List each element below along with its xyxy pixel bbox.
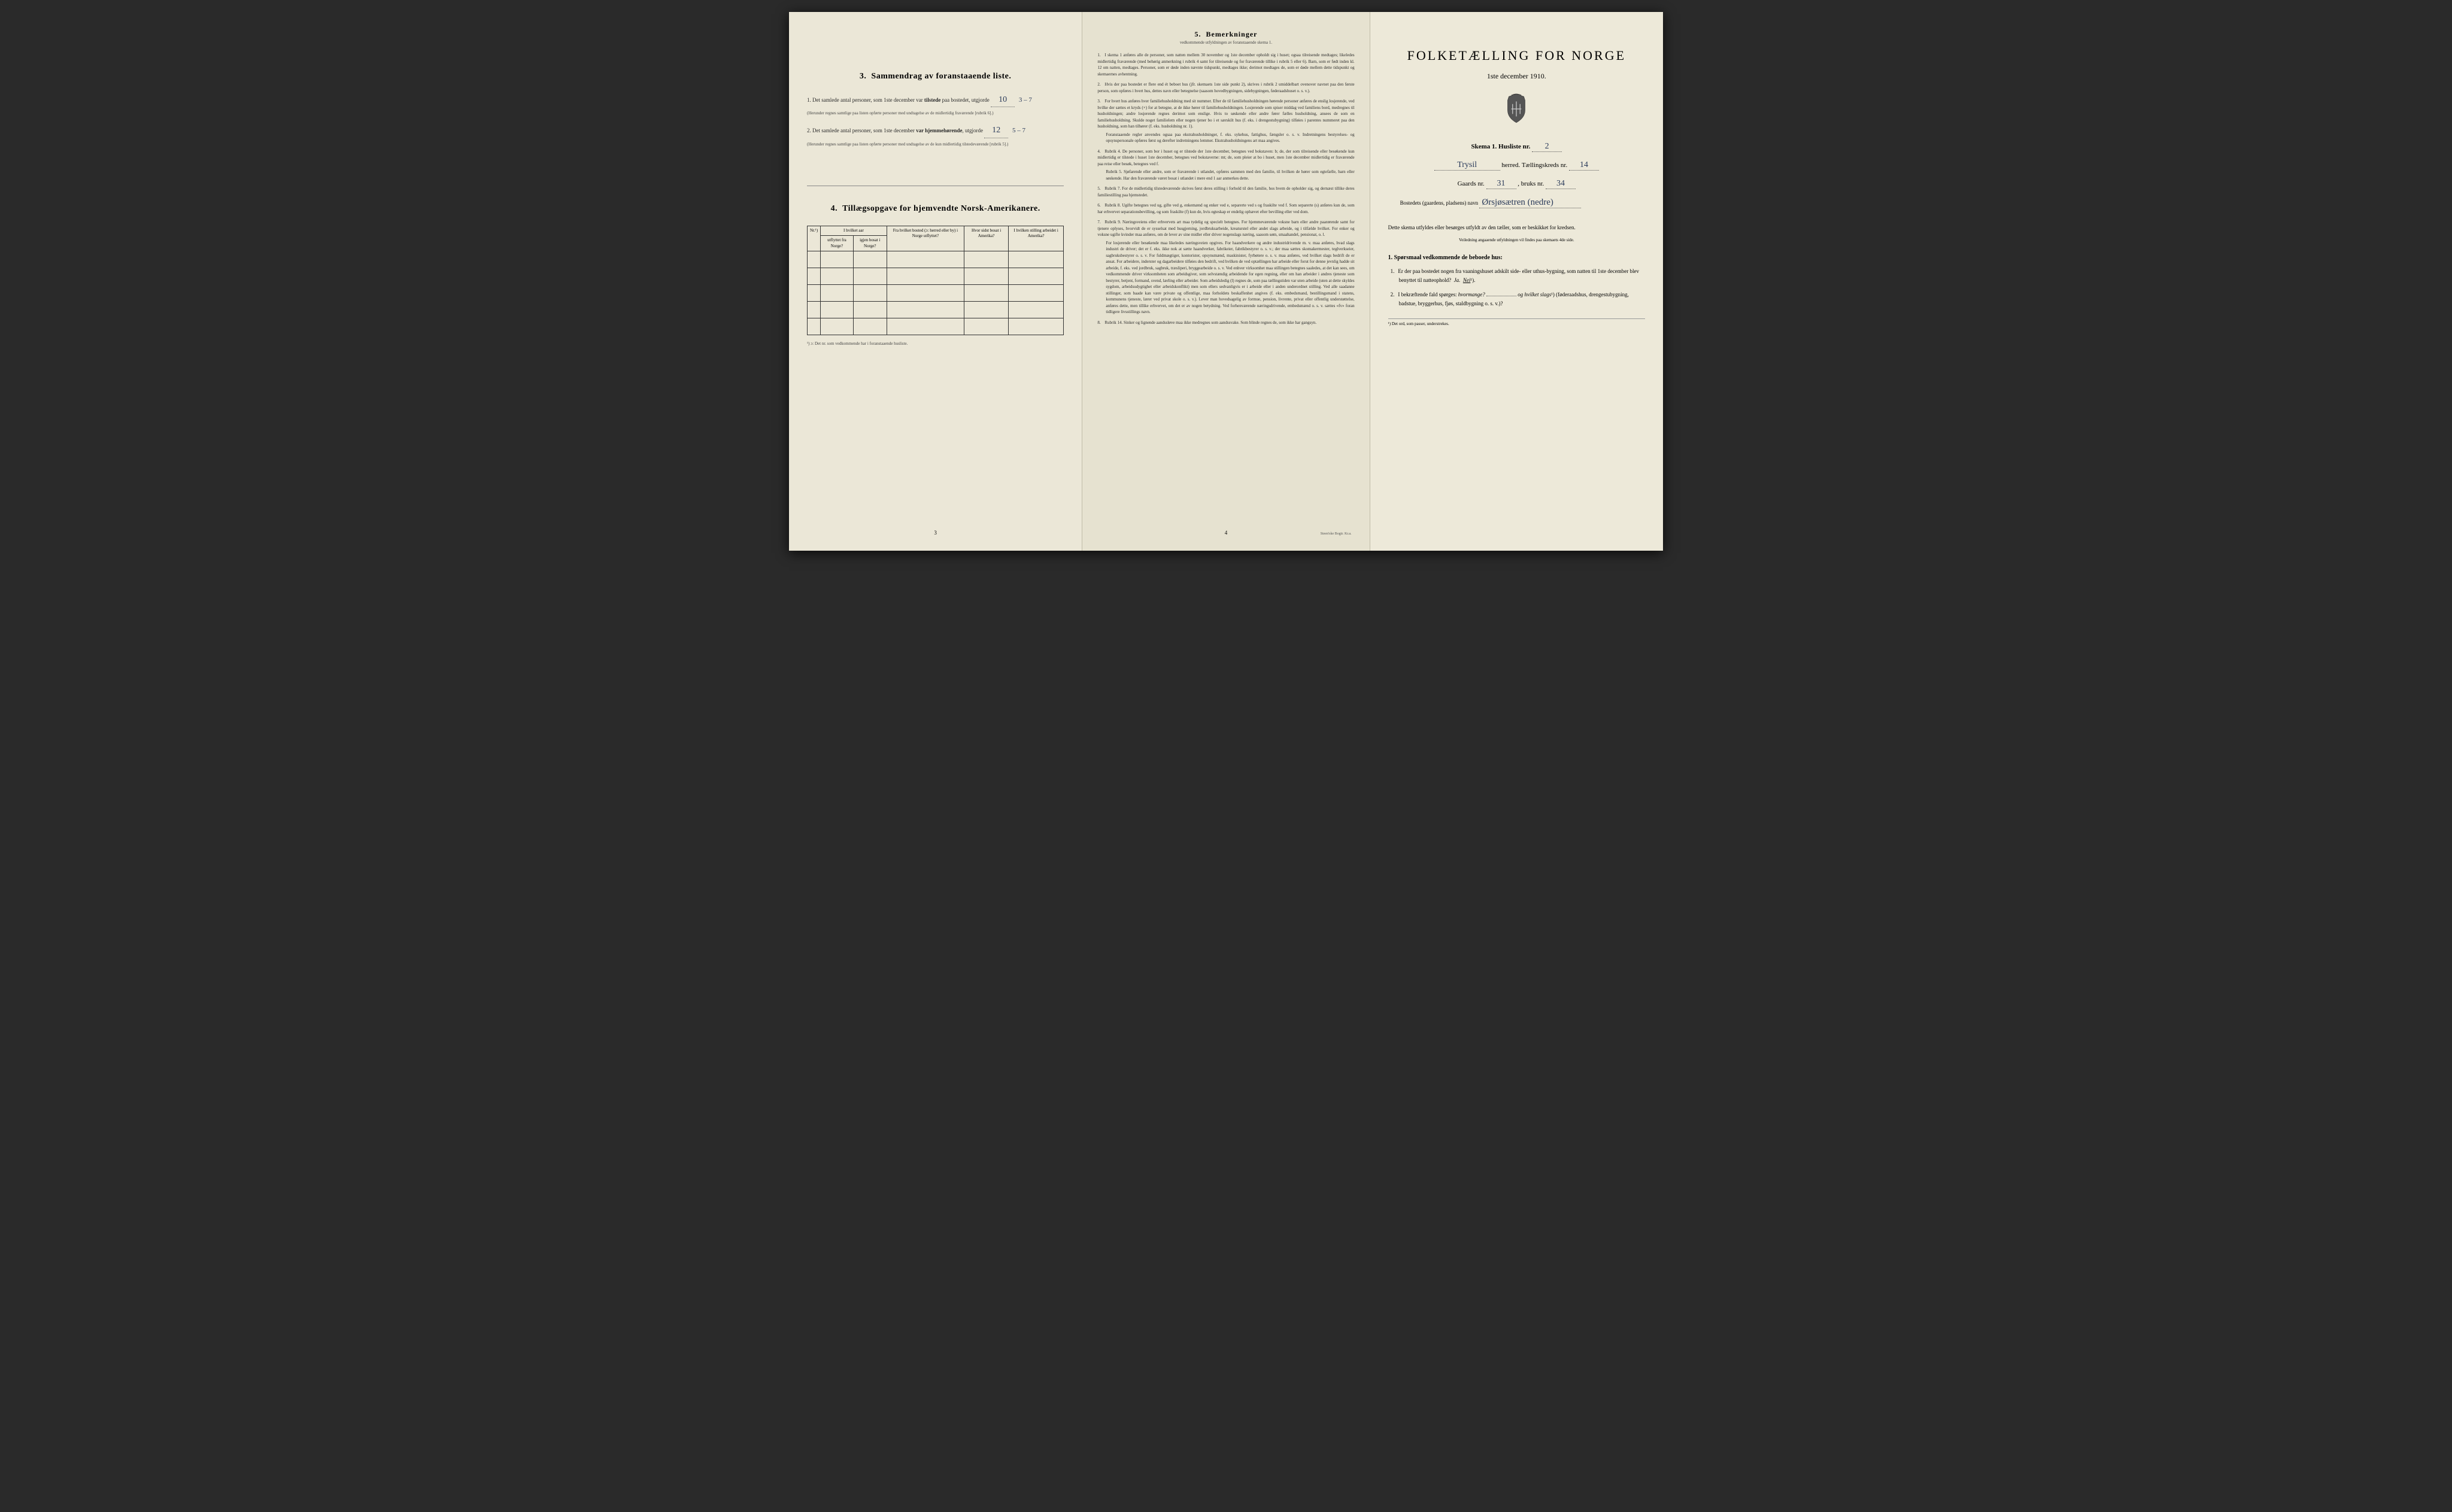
answer-nei: Nei (1463, 277, 1471, 283)
page-3: 3.Sammendrag av foranstaaende liste. 1. … (789, 12, 1082, 551)
printer-note: Steen'ske Bogtr. Kr.a. (1321, 532, 1352, 536)
page-4: 5. Bemerkninger vedkommende utfyldningen… (1082, 12, 1370, 551)
table-row (808, 301, 1064, 318)
remark-item: 1.I skema 1 anføres alle de personer, so… (1097, 52, 1354, 77)
question-2: 2.I bekræftende fald spørges: hvormange?… (1388, 290, 1645, 308)
bosted-line: Bostedets (gaardens, pladsens) navn Ørsj… (1388, 198, 1645, 208)
item2-annotation: 5 – 7 (1012, 127, 1025, 134)
herred-line: Trysil herred. Tællingskreds nr. 14 (1388, 160, 1645, 171)
col-group-aar: I hvilket aar (821, 226, 887, 236)
table-footnote: ¹) ɔ: Det nr. som vedkommende har i fora… (807, 341, 1064, 347)
husliste-nr: 2 (1532, 142, 1562, 152)
remark-item: 2.Hvis der paa bostedet er flere end ét … (1097, 81, 1354, 94)
skema-line: Skema 1. Husliste nr. 2 (1388, 142, 1645, 152)
remark-item: 5.Rubrik 7. For de midlertidig tilstedev… (1097, 186, 1354, 198)
section-3-body: 1. Det samlede antal personer, som 1ste … (807, 93, 1064, 147)
remark-item: 3.For hvert hus anføres hver familiehush… (1097, 98, 1354, 144)
document-spread: 3.Sammendrag av foranstaaende liste. 1. … (789, 12, 1663, 551)
table-row (808, 268, 1064, 284)
section-3-heading: 3.Sammendrag av foranstaaende liste. (807, 72, 1064, 81)
bruks-nr: 34 (1546, 179, 1576, 189)
col-utflyttet: utflyttet fra Norge? (821, 236, 854, 251)
table-row (808, 284, 1064, 301)
herred-name: Trysil (1434, 160, 1500, 171)
item2-count: 12 (984, 124, 1008, 138)
table-row (808, 251, 1064, 268)
norsk-amerikanere-table: Nr.¹) I hvilket aar Fra hvilket bosted (… (807, 226, 1064, 335)
item1-count: 10 (991, 93, 1015, 107)
remark-item: 7.Rubrik 9. Næringsveiens eller erhverve… (1097, 219, 1354, 315)
page-title: FOLKETÆLLING FOR NORGE 1ste december 191… (1370, 12, 1663, 551)
gaards-nr: 31 (1486, 179, 1516, 189)
col-igjen: igjen bosat i Norge? (853, 236, 887, 251)
item1-annotation: 3 – 7 (1019, 96, 1032, 104)
gaards-line: Gaards nr. 31 , bruks nr. 34 (1388, 179, 1645, 189)
remark-item: 6.Rubrik 8. Ugifte betegnes ved ug, gift… (1097, 202, 1354, 215)
question-1: 1.Er der paa bostedet nogen fra vaanings… (1388, 267, 1645, 284)
page-number: 4 (1225, 530, 1228, 536)
col-sidst: Hvor sidst bosat i Amerika? (964, 226, 1009, 251)
filling-instruction: Dette skema utfyldes eller besørges utfy… (1388, 223, 1645, 232)
bosted-name: Ørsjøsætren (nedre) (1479, 198, 1581, 208)
table-row (808, 318, 1064, 335)
question-heading: 1. Spørsmaal vedkommende de beboede hus: (1388, 254, 1645, 261)
remark-item: 8.Rubrik 14. Sinker og lignende aandsslø… (1097, 320, 1354, 326)
section-5-subheading: vedkommende utfyldningen av foranstaaend… (1097, 40, 1354, 45)
remark-item: 4.Rubrik 4. De personer, som bor i huset… (1097, 148, 1354, 182)
guidance-note: Veiledning angaaende utfyldningen vil fi… (1388, 238, 1645, 242)
footnote: ¹) Det ord, som passer, understrekes. (1388, 318, 1645, 326)
census-date: 1ste december 1910. (1388, 72, 1645, 81)
remarks-list: 1.I skema 1 anføres alle de personer, so… (1097, 52, 1354, 326)
col-bosted: Fra hvilket bosted (ɔ: herred eller by) … (887, 226, 964, 251)
main-title: FOLKETÆLLING FOR NORGE (1388, 48, 1645, 63)
page-number: 3 (934, 530, 937, 536)
col-nr: Nr.¹) (808, 226, 821, 251)
col-stilling: I hvilken stilling arbeidet i Amerika? (1008, 226, 1063, 251)
section-4-heading: 4.Tillægsopgave for hjemvendte Norsk-Ame… (807, 204, 1064, 214)
coat-of-arms-icon (1388, 93, 1645, 127)
section-5-heading: 5. Bemerkninger (1097, 30, 1354, 39)
kreds-nr: 14 (1569, 160, 1599, 171)
